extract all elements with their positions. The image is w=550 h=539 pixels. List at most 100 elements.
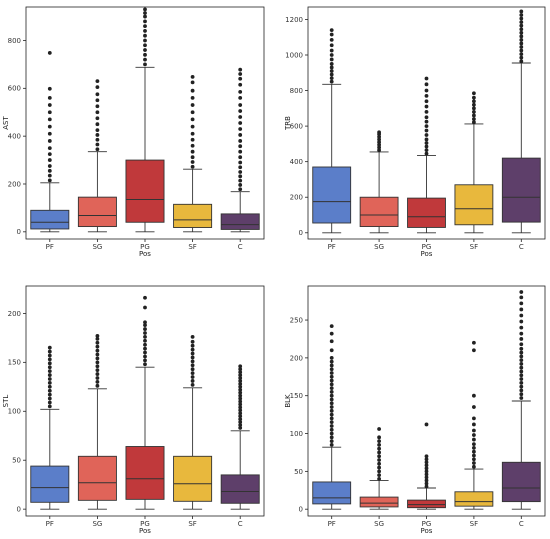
outlier-point <box>519 9 524 14</box>
x-tick-label-sg: SG <box>92 520 102 528</box>
outlier-point <box>519 55 524 60</box>
outlier-point <box>238 367 243 372</box>
outlier-point <box>424 484 429 489</box>
outlier-point <box>424 457 429 462</box>
box-pg <box>407 499 446 509</box>
outlier-point <box>472 405 476 409</box>
outlier-point <box>424 472 429 477</box>
outlier-point <box>329 324 334 328</box>
outlier-point <box>238 121 243 125</box>
outlier-point <box>143 346 147 351</box>
outlier-point <box>95 116 100 121</box>
outlier-point <box>238 423 243 427</box>
y-axis-label: AST <box>2 116 10 130</box>
outlier-point <box>190 124 195 129</box>
outlier-point <box>424 99 429 104</box>
outlier-point <box>47 158 52 162</box>
outlier-point <box>519 37 524 42</box>
outlier-point <box>47 349 52 354</box>
outlier-point <box>190 355 195 360</box>
outlier-point <box>143 19 147 24</box>
outlier-point <box>472 393 476 398</box>
outlier-point <box>238 387 243 392</box>
outlier-point <box>238 90 243 94</box>
outlier-point <box>143 358 147 363</box>
y-tick-label: 0 <box>299 229 303 237</box>
outlier-point <box>47 392 52 397</box>
outlier-point <box>329 390 334 394</box>
outlier-point <box>519 337 524 341</box>
outlier-point <box>95 368 100 373</box>
outlier-point <box>472 428 476 433</box>
box-sf <box>454 184 494 226</box>
outlier-point <box>190 359 195 364</box>
x-tick-label-c: C <box>519 520 524 528</box>
chart-panel-blk: 0 50 100 150 200 250 BLK Pos PF SG PG SF C <box>284 285 546 535</box>
outlier-point <box>329 412 334 417</box>
outlier-point <box>329 32 334 37</box>
outlier-point <box>143 62 147 67</box>
outlier-point <box>95 348 100 353</box>
outlier-point <box>377 458 381 462</box>
outlier-point <box>424 93 429 98</box>
outlier-point <box>329 416 334 421</box>
outlier-point <box>329 331 334 336</box>
outlier-point <box>519 313 524 318</box>
outlier-point <box>95 92 100 97</box>
outlier-point <box>47 86 52 91</box>
outlier-point <box>519 365 524 370</box>
outlier-point <box>472 102 476 107</box>
box-sf <box>454 491 494 507</box>
outlier-point <box>519 301 524 306</box>
x-tick-label-c: C <box>238 243 243 251</box>
outlier-point <box>424 104 429 109</box>
outlier-point <box>190 155 195 160</box>
outlier-point <box>238 165 243 170</box>
outlier-point <box>238 109 243 113</box>
x-tick-label-sf: SF <box>470 243 478 251</box>
outlier-point <box>238 149 243 154</box>
x-tick-label-c: C <box>519 243 524 251</box>
outlier-point <box>143 57 147 62</box>
outlier-point <box>95 352 100 357</box>
outlier-point <box>238 364 243 369</box>
outlier-point <box>95 79 100 84</box>
outlier-point <box>472 457 476 462</box>
outlier-point <box>95 364 100 369</box>
outlier-point <box>47 361 52 366</box>
box-pg <box>125 159 165 223</box>
outlier-point <box>143 43 147 48</box>
outlier-point <box>47 353 52 358</box>
outlier-point <box>47 146 52 151</box>
outlier-point <box>519 295 524 300</box>
outlier-point <box>329 401 334 406</box>
y-tick-label: 800 <box>290 87 303 95</box>
outlier-point <box>143 7 147 12</box>
outlier-point <box>519 52 524 57</box>
outlier-point <box>519 369 524 374</box>
y-tick-label: 0 <box>17 506 21 514</box>
outlier-point <box>519 59 524 64</box>
outlier-point <box>47 384 52 389</box>
outlier-point <box>472 453 476 458</box>
outlier-point <box>238 82 243 87</box>
outlier-point <box>329 43 334 48</box>
outlier-point <box>47 117 52 122</box>
outlier-point <box>519 45 524 49</box>
outlier-point <box>519 373 524 378</box>
outlier-point <box>377 148 381 153</box>
outlier-point <box>424 422 429 427</box>
outlier-point <box>190 95 195 100</box>
outlier-point <box>47 103 52 107</box>
y-axis-label: TRB <box>284 116 292 131</box>
x-tick-label-sg: SG <box>374 243 384 251</box>
outlier-point <box>329 435 334 440</box>
outlier-point <box>143 24 147 29</box>
outlier-point <box>377 427 381 431</box>
outlier-point <box>472 446 476 450</box>
outlier-point <box>143 305 147 310</box>
outlier-point <box>190 371 195 376</box>
box-pf <box>312 166 352 224</box>
outlier-point <box>329 53 334 57</box>
x-tick-label-pg: PG <box>422 243 432 251</box>
